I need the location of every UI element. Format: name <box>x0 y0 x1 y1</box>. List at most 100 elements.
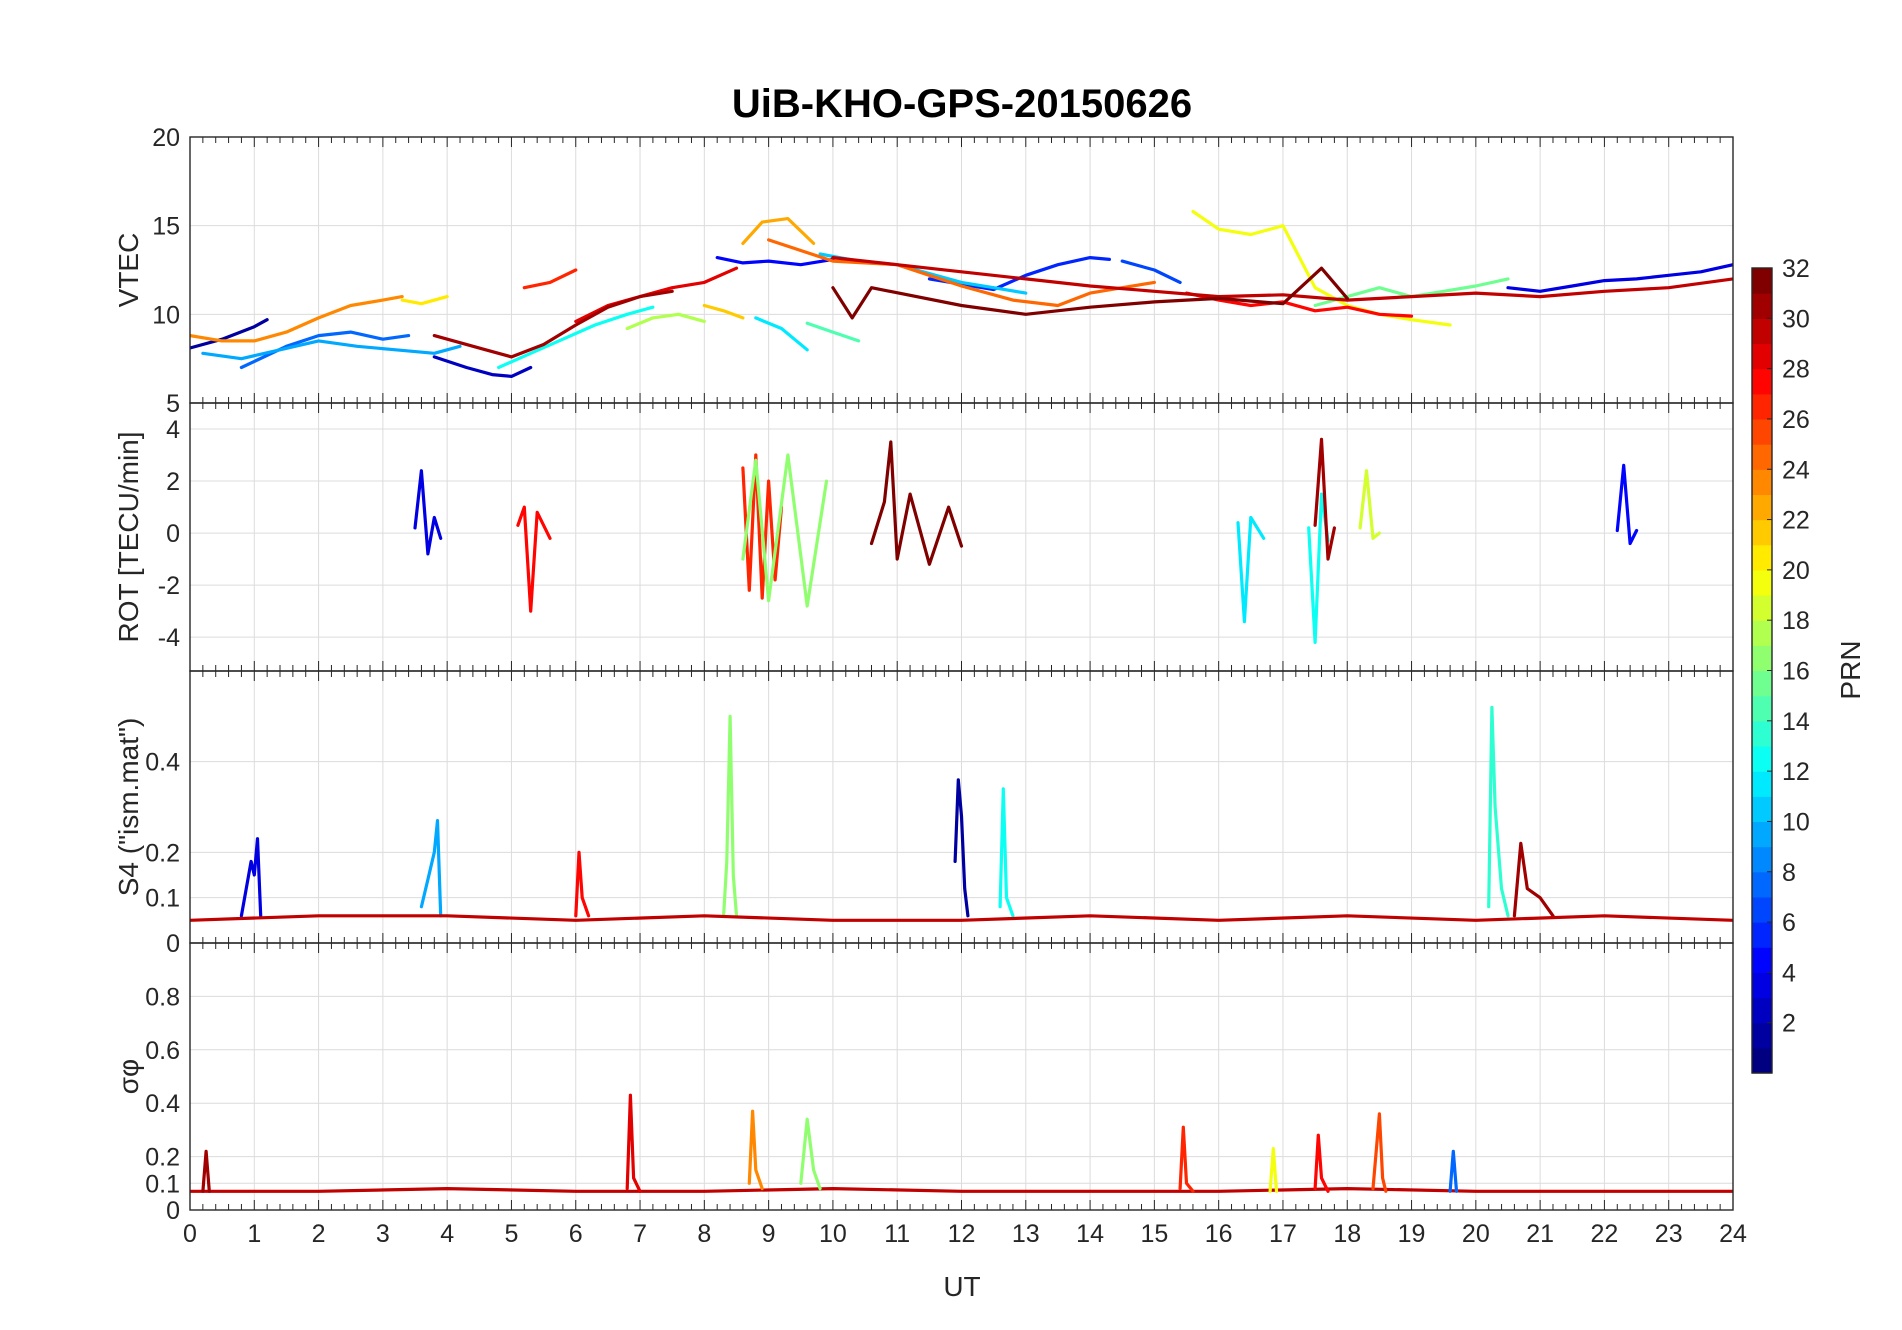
series-prn-10 <box>201 339 462 361</box>
colorbar-band <box>1752 418 1772 445</box>
series-prn-7 <box>1120 259 1182 284</box>
series-prn-28 <box>1313 1133 1330 1193</box>
series-prn-8 <box>1448 1149 1459 1193</box>
colorbar-tick-label: 28 <box>1782 356 1810 384</box>
series-prn-27 <box>741 453 784 600</box>
series-prn-28 <box>1184 291 1414 318</box>
series-prn-30 <box>190 914 1733 922</box>
series-prn-29 <box>625 1093 642 1193</box>
x-tick-label: 9 <box>762 1220 776 1248</box>
x-tick-label: 18 <box>1333 1220 1361 1248</box>
series-prn-2 <box>190 318 269 350</box>
colorbar-band <box>1752 695 1772 722</box>
x-tick-label: 0 <box>183 1220 197 1248</box>
series-prn-24 <box>190 295 404 343</box>
colorbar-band <box>1752 469 1772 496</box>
series-prn-4 <box>239 837 263 918</box>
y-tick-label: 0.1 <box>145 885 180 913</box>
series-prn-10 <box>419 818 443 918</box>
series-prn-31 <box>201 1149 211 1193</box>
colorbar-band <box>1752 544 1772 571</box>
colorbar-tick-label: 12 <box>1782 758 1810 786</box>
y-tick-label: 0 <box>166 520 180 548</box>
x-tick-label: 8 <box>697 1220 711 1248</box>
x-tick-label: 7 <box>633 1220 647 1248</box>
series-prn-2 <box>953 778 970 918</box>
colorbar-band <box>1752 620 1772 646</box>
series-prn-25 <box>766 238 1157 308</box>
colorbar-band <box>1752 821 1772 848</box>
x-tick-label: 13 <box>1012 1220 1040 1248</box>
vtec-panel: 5 10 15 20 VTEC <box>113 124 1734 418</box>
colorbar-tick-label: 6 <box>1782 909 1796 937</box>
series-prn-13 <box>497 305 655 370</box>
series-prn-17 <box>741 453 829 608</box>
colorbar-tick-label: 26 <box>1782 406 1810 434</box>
series-prn-20 <box>1191 209 1452 327</box>
colorbar-tick-label: 30 <box>1782 305 1810 333</box>
figure-title: UiB-KHO-GPS-20150626 <box>732 82 1192 126</box>
series-prn-3 <box>432 355 533 378</box>
x-tick-label: 4 <box>440 1220 454 1248</box>
colorbar-tick-label: 16 <box>1782 658 1810 686</box>
y-tick-label: 0.4 <box>145 1090 180 1118</box>
colorbar-band <box>1752 997 1772 1024</box>
colorbar-band <box>1752 947 1772 973</box>
y-tick-label: 15 <box>152 213 180 241</box>
colorbar-tick-label: 8 <box>1782 859 1796 887</box>
series-prn-31 <box>432 289 674 359</box>
colorbar-tick-label: 22 <box>1782 507 1810 535</box>
x-tick-label: 12 <box>948 1220 976 1248</box>
x-tick-label: 17 <box>1269 1220 1297 1248</box>
colorbar-band <box>1752 670 1772 697</box>
x-tick-label: 24 <box>1719 1220 1747 1248</box>
y-tick-label: 0.8 <box>145 983 180 1011</box>
x-tick-label: 22 <box>1591 1220 1619 1248</box>
colorbar-label: PRN <box>1835 640 1866 699</box>
colorbar-band <box>1752 595 1772 621</box>
colorbar-tick-label: 10 <box>1782 808 1810 836</box>
series-prn-26 <box>1371 1112 1388 1193</box>
colorbar-tick-label: 24 <box>1782 456 1810 484</box>
x-tick-label: 20 <box>1462 1220 1490 1248</box>
y-tick-label: 5 <box>166 390 180 418</box>
colorbar-tick-label: 18 <box>1782 607 1810 635</box>
colorbar-band <box>1752 444 1772 470</box>
x-tick-label: 2 <box>312 1220 326 1248</box>
y-axis-label: VTEC <box>113 233 144 308</box>
x-tick-label: 16 <box>1205 1220 1233 1248</box>
series-prn-24 <box>747 1109 764 1191</box>
y-tick-label: 0.2 <box>145 1144 180 1172</box>
series-prn-17 <box>799 1117 822 1191</box>
colorbar-tick-label: 4 <box>1782 959 1796 987</box>
x-tick-label: 23 <box>1655 1220 1683 1248</box>
s4-panel: 0 0.1 0.2 0.4S4 ("ism.mat") <box>113 670 1734 958</box>
series-prn-4 <box>1506 263 1733 293</box>
y-tick-label: 0.2 <box>145 839 180 867</box>
colorbar-band <box>1752 1022 1772 1049</box>
x-tick-label: 5 <box>505 1220 519 1248</box>
y-axis-label: S4 ("ism.mat") <box>113 718 144 897</box>
colorbar-band <box>1752 796 1772 823</box>
y-tick-label: 0 <box>166 930 180 958</box>
colorbar-band <box>1752 871 1772 898</box>
x-axis-label: UT <box>943 1271 980 1302</box>
series-prn-12 <box>1236 515 1266 624</box>
series-prn-6 <box>927 256 1112 292</box>
colorbar-tick-label: 14 <box>1782 708 1810 736</box>
x-tick-label: 15 <box>1140 1220 1168 1248</box>
y-tick-label: -4 <box>158 624 180 652</box>
y-tick-label: 4 <box>166 416 180 444</box>
series-prn-14 <box>1487 705 1510 918</box>
x-tick-label: 10 <box>819 1220 847 1248</box>
series-prn-31 <box>1313 437 1337 561</box>
x-tick-label: 21 <box>1526 1220 1554 1248</box>
series-prn-27 <box>1178 1125 1195 1193</box>
colorbar-band <box>1752 972 1772 999</box>
series-prn-22 <box>702 303 745 320</box>
y-axis-label: σφ <box>113 1059 144 1094</box>
series-prn-5 <box>1615 463 1639 546</box>
series-prn-18 <box>625 312 706 331</box>
colorbar-band <box>1752 293 1772 319</box>
series-prn-29 <box>574 266 739 323</box>
